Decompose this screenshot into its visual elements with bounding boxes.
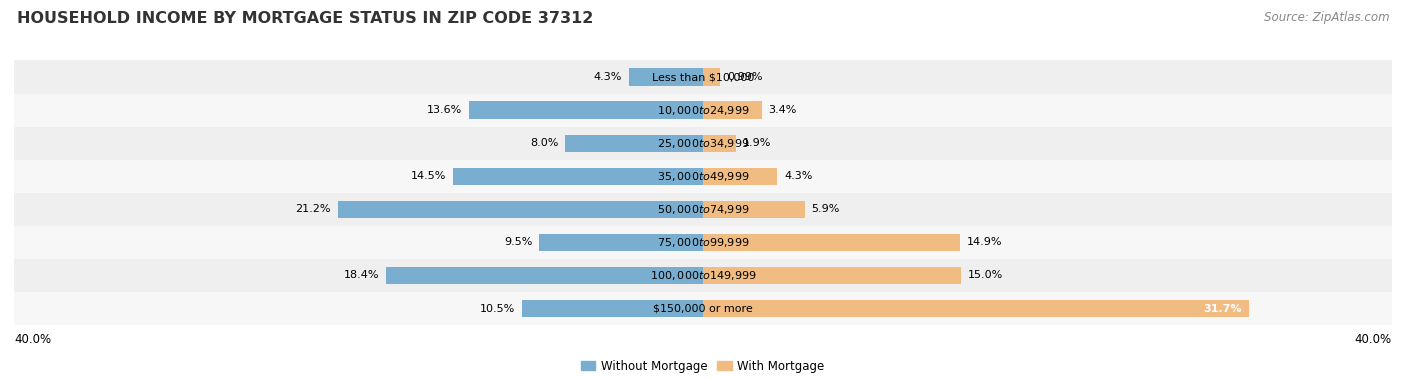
Bar	[387, 267, 703, 284]
Text: Source: ZipAtlas.com: Source: ZipAtlas.com	[1264, 11, 1389, 24]
Bar	[14, 226, 1392, 259]
Text: 5.9%: 5.9%	[811, 204, 839, 214]
Bar	[14, 60, 1392, 94]
Text: $25,000 to $34,999: $25,000 to $34,999	[657, 137, 749, 150]
Text: 31.7%: 31.7%	[1204, 304, 1241, 313]
Text: 40.0%: 40.0%	[14, 333, 51, 346]
Bar	[468, 102, 703, 119]
Text: $35,000 to $49,999: $35,000 to $49,999	[657, 170, 749, 183]
Text: Less than $10,000: Less than $10,000	[652, 72, 754, 82]
Text: 8.0%: 8.0%	[530, 138, 558, 148]
Bar	[703, 168, 778, 185]
Bar	[14, 127, 1392, 160]
Bar	[522, 300, 703, 317]
Text: 4.3%: 4.3%	[785, 171, 813, 181]
Text: 4.3%: 4.3%	[593, 72, 621, 82]
Bar	[703, 201, 804, 218]
Text: $10,000 to $24,999: $10,000 to $24,999	[657, 104, 749, 116]
Text: 13.6%: 13.6%	[426, 105, 461, 115]
Text: 40.0%: 40.0%	[1355, 333, 1392, 346]
Bar	[337, 201, 703, 218]
Text: 0.99%: 0.99%	[727, 72, 762, 82]
Bar	[703, 102, 762, 119]
Bar	[14, 292, 1392, 325]
Bar	[703, 267, 962, 284]
Text: 3.4%: 3.4%	[769, 105, 797, 115]
Bar	[703, 234, 960, 251]
Bar	[540, 234, 703, 251]
Text: 18.4%: 18.4%	[343, 271, 380, 280]
Legend: Without Mortgage, With Mortgage: Without Mortgage, With Mortgage	[576, 355, 830, 377]
Text: 14.5%: 14.5%	[411, 171, 446, 181]
Bar	[14, 160, 1392, 193]
Text: 21.2%: 21.2%	[295, 204, 330, 214]
Bar	[628, 68, 703, 86]
Bar	[453, 168, 703, 185]
Bar	[703, 300, 1249, 317]
Text: 9.5%: 9.5%	[505, 237, 533, 247]
Bar	[703, 135, 735, 152]
Text: 15.0%: 15.0%	[969, 271, 1004, 280]
Bar	[14, 193, 1392, 226]
Bar	[703, 68, 720, 86]
Text: $150,000 or more: $150,000 or more	[654, 304, 752, 313]
Text: $100,000 to $149,999: $100,000 to $149,999	[650, 269, 756, 282]
Text: $50,000 to $74,999: $50,000 to $74,999	[657, 203, 749, 216]
Bar	[14, 94, 1392, 127]
Bar	[565, 135, 703, 152]
Text: HOUSEHOLD INCOME BY MORTGAGE STATUS IN ZIP CODE 37312: HOUSEHOLD INCOME BY MORTGAGE STATUS IN Z…	[17, 11, 593, 26]
Text: $75,000 to $99,999: $75,000 to $99,999	[657, 236, 749, 249]
Text: 1.9%: 1.9%	[742, 138, 770, 148]
Text: 14.9%: 14.9%	[966, 237, 1002, 247]
Text: 10.5%: 10.5%	[479, 304, 515, 313]
Bar	[14, 259, 1392, 292]
